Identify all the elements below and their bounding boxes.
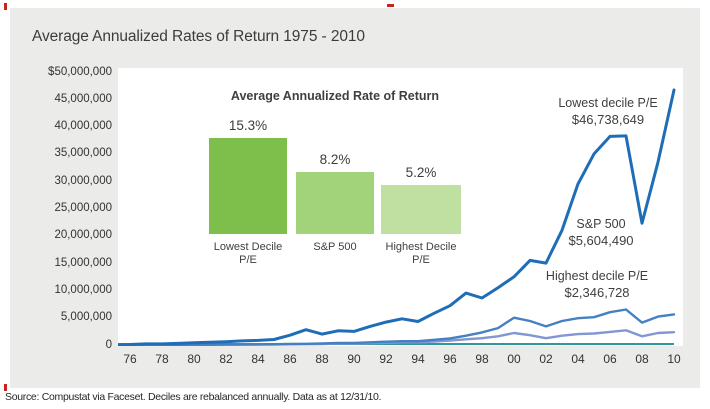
inset-bar-chart-title: Average Annualized Rate of Return	[230, 89, 440, 103]
x-tick-label: 78	[155, 352, 169, 366]
y-tick-label: 20,000,000	[54, 229, 112, 242]
inset-bar-value-label: 8.2%	[319, 152, 351, 167]
x-tick-label: 96	[443, 352, 457, 366]
x-tick-label: 82	[219, 352, 233, 366]
x-tick-label: 04	[571, 352, 585, 366]
series-annotations: Lowest decile P/E $46,738,649 S&P 500 $5,60…	[118, 68, 683, 346]
chart-title: Average Annualized Rates of Return 1975 …	[32, 28, 365, 45]
series-line-lowest-decile-p-e	[118, 88, 676, 346]
x-tick-label: 80	[187, 352, 201, 366]
series-name: S&P 500	[576, 217, 626, 231]
inset-bar-category-label: Lowest Decile P/E	[213, 241, 283, 266]
crop-mark-top-middle	[387, 4, 394, 7]
series-name: Lowest decile P/E	[558, 96, 658, 110]
line-chart	[118, 88, 676, 346]
x-tick-label: 02	[539, 352, 553, 366]
y-tick-label: 10,000,000	[54, 283, 112, 296]
x-tick-label: 92	[379, 352, 393, 366]
x-tick-label: 98	[475, 352, 489, 366]
y-tick-label: $50,000,000	[48, 65, 112, 78]
x-tick-label: 76	[123, 352, 137, 366]
x-tick-label: 84	[251, 352, 265, 366]
x-tick-label: 00	[507, 352, 521, 366]
series-line-s-p-500	[118, 308, 676, 346]
y-tick-label: 0	[105, 338, 112, 351]
y-tick-label: 30,000,000	[54, 174, 112, 187]
y-tick-label: 45,000,000	[54, 92, 112, 105]
y-tick-label: 40,000,000	[54, 120, 112, 133]
y-tick-label: 15,000,000	[54, 256, 112, 269]
x-tick-label: 94	[411, 352, 425, 366]
series-annotation-lowest-decile-p-e: Lowest decile P/E $46,738,649	[558, 95, 657, 128]
series-name: Highest decile P/E	[545, 269, 649, 283]
inset-bar-value-label: 15.3%	[228, 118, 268, 133]
series-end-value: $2,346,728	[564, 285, 630, 300]
series-annotation-highest-decile-p-e: Highest decile P/E $2,346,728	[546, 268, 648, 301]
inset-bars: 15.3% Lowest Decile P/E 8.2% S&P 500 5.2% Hig…	[118, 68, 683, 346]
inset-bar	[381, 185, 461, 234]
x-tick-label: 08	[635, 352, 649, 366]
inset-bar-chart: Average Annualized Rate of Return 15.3% L…	[118, 68, 683, 346]
series-end-value: $46,738,649	[571, 112, 645, 127]
y-tick-label: 5,000,000	[60, 311, 112, 324]
series-end-value: $5,604,490	[568, 233, 634, 248]
crop-mark-bottom-left	[4, 384, 7, 391]
inset-bar-value-label: 5.2%	[405, 165, 437, 180]
inset-bar-category-label: S&P 500	[313, 241, 357, 253]
x-tick-label: 86	[283, 352, 297, 366]
series-annotation-s-p-500: S&P 500 $5,604,490	[568, 216, 633, 249]
x-tick-label: 10	[667, 352, 681, 366]
inset-bar	[209, 138, 287, 234]
y-tick-label: 35,000,000	[54, 147, 112, 160]
x-tick-label: 06	[603, 352, 617, 366]
x-tick-label: 90	[347, 352, 361, 366]
x-tick-label: 88	[315, 352, 329, 366]
inset-bar-category-label: Highest Decile P/E	[385, 241, 457, 266]
crop-mark-top-left	[4, 3, 7, 10]
inset-bar	[296, 172, 374, 234]
source-note: Source: Compustat via Faceset. Deciles a…	[5, 391, 382, 403]
y-tick-label: 25,000,000	[54, 202, 112, 214]
plot-area: Average Annualized Rate of Return 15.3% L…	[118, 68, 683, 346]
